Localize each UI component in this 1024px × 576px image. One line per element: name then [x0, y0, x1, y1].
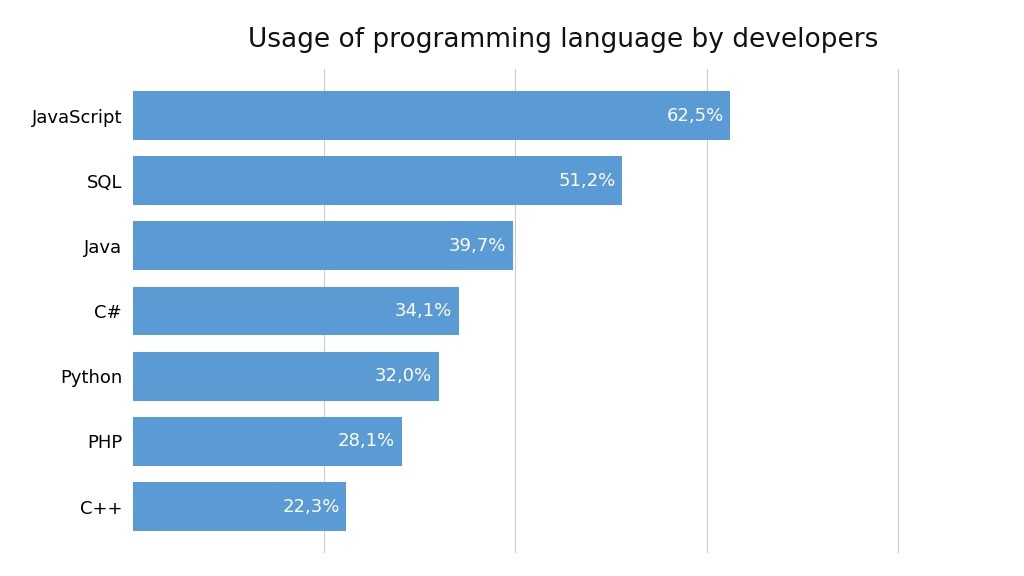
Text: 28,1%: 28,1%	[338, 433, 395, 450]
Bar	[133, 156, 623, 205]
Bar	[133, 91, 730, 140]
Text: 51,2%: 51,2%	[558, 172, 615, 190]
Text: 34,1%: 34,1%	[395, 302, 453, 320]
Text: 39,7%: 39,7%	[449, 237, 506, 255]
Bar	[133, 482, 346, 531]
Title: Usage of programming language by developers: Usage of programming language by develop…	[248, 27, 879, 53]
Bar	[133, 221, 513, 270]
Bar	[133, 287, 459, 335]
Text: 32,0%: 32,0%	[375, 367, 432, 385]
Text: 62,5%: 62,5%	[667, 107, 724, 124]
Text: 22,3%: 22,3%	[283, 498, 340, 516]
Bar	[133, 417, 401, 466]
Bar	[133, 352, 439, 401]
